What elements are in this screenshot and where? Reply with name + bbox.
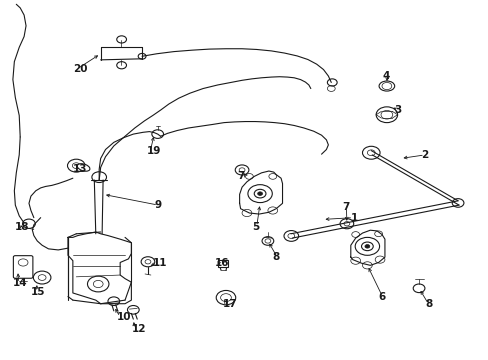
Text: 9: 9: [154, 200, 161, 210]
Text: 4: 4: [382, 71, 389, 81]
Text: 8: 8: [272, 252, 280, 262]
Text: 19: 19: [147, 145, 161, 156]
Text: 16: 16: [215, 258, 229, 268]
Text: 20: 20: [73, 64, 87, 74]
Text: 15: 15: [31, 287, 45, 297]
Text: 12: 12: [131, 324, 145, 334]
Text: 8: 8: [424, 299, 431, 309]
Text: 11: 11: [153, 258, 167, 268]
Text: 18: 18: [14, 222, 29, 232]
Text: 2: 2: [420, 150, 427, 160]
Circle shape: [257, 192, 262, 195]
Text: 3: 3: [394, 105, 401, 115]
FancyBboxPatch shape: [13, 256, 33, 278]
Text: 10: 10: [117, 312, 131, 322]
Text: 1: 1: [350, 213, 357, 222]
Text: 13: 13: [73, 163, 87, 174]
Text: 7: 7: [341, 202, 349, 212]
Text: 17: 17: [222, 299, 237, 309]
Text: 7: 7: [237, 171, 244, 181]
Text: 5: 5: [252, 222, 259, 231]
Ellipse shape: [77, 164, 90, 171]
Text: 6: 6: [378, 292, 385, 302]
Text: 14: 14: [13, 278, 27, 288]
Ellipse shape: [378, 81, 394, 91]
Circle shape: [364, 244, 369, 248]
Bar: [217, 260, 228, 267]
